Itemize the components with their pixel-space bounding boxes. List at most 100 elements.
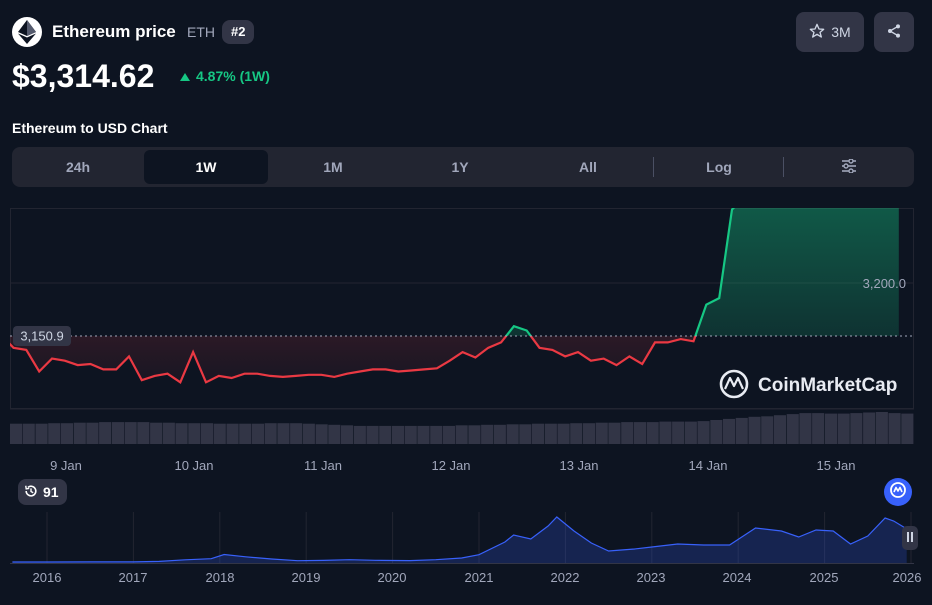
rank-badge: #2 [222, 20, 255, 44]
volume-bar [519, 424, 532, 444]
chart-settings-button[interactable] [786, 150, 912, 184]
grid-value-label: 3,200.0 [863, 276, 906, 291]
watchlist-count: 3M [831, 24, 851, 40]
volume-bar [583, 423, 596, 444]
history-icon [24, 484, 38, 501]
tab-divider [653, 157, 654, 177]
volume-bar [175, 423, 188, 444]
x-tick-label: 12 Jan [431, 458, 471, 473]
tab-1y[interactable]: 1Y [451, 159, 469, 175]
year-label: 2016 [32, 570, 62, 585]
coinmarketcap-watermark: CoinMarketCap [719, 369, 897, 399]
volume-bar [251, 423, 264, 444]
volume-bar [748, 416, 761, 444]
volume-bar [315, 424, 328, 444]
year-label: 2018 [205, 570, 235, 585]
volume-bar [392, 425, 405, 444]
coin-symbol: ETH [187, 24, 215, 40]
volume-bar [532, 423, 545, 444]
arrow-up-icon [180, 68, 190, 84]
year-label: 2025 [809, 570, 839, 585]
share-icon [886, 23, 902, 42]
volume-bar [417, 425, 430, 444]
volume-bar [277, 423, 290, 444]
timeframe-tabs: 24h 1W 1M 1Y All Log [12, 147, 914, 187]
volume-bar [73, 422, 86, 444]
volume-bar [111, 422, 124, 444]
navigator-handle[interactable] [902, 526, 918, 550]
current-price: $3,314.62 [12, 58, 155, 94]
volume-bar [723, 418, 736, 444]
volume-bar [621, 422, 634, 444]
volume-bar [659, 421, 672, 444]
price-chart[interactable]: 3,150.9 3,200.0 CoinMarketCap [10, 208, 914, 448]
volume-bar [608, 422, 621, 444]
volume-bar [493, 424, 506, 444]
volume-bar [442, 425, 455, 444]
volume-bar [213, 423, 226, 444]
tab-1m[interactable]: 1M [323, 159, 343, 175]
volume-bar [710, 420, 723, 444]
star-icon [809, 23, 825, 42]
volume-bar [773, 415, 786, 444]
volume-bar [124, 422, 137, 444]
x-tick-label: 14 Jan [688, 458, 728, 473]
price-change: 4.87% (1W) [180, 68, 270, 84]
watchlist-button[interactable]: 3M [796, 12, 864, 52]
volume-bar [633, 422, 646, 444]
cmc-logo-mark [723, 376, 745, 390]
range-navigator[interactable] [10, 512, 914, 564]
volume-bar [404, 425, 417, 444]
price-area-up [506, 208, 899, 336]
volume-bar [10, 423, 23, 444]
volume-bar [850, 413, 863, 444]
volume-bar [646, 422, 659, 444]
volume-bar [544, 423, 557, 444]
volume-bar [697, 421, 710, 444]
navigator-area [12, 517, 907, 563]
x-tick-label: 11 Jan [303, 458, 343, 473]
volume-bars [10, 412, 914, 444]
volume-bar [863, 412, 876, 444]
volume-bar [366, 425, 379, 444]
volume-bar [226, 423, 239, 444]
volume-bar [557, 423, 570, 444]
year-label: 2023 [636, 570, 666, 585]
year-label: 2020 [377, 570, 407, 585]
navigator-grid [46, 512, 912, 563]
year-label: 2026 [892, 570, 922, 585]
volume-bar [162, 422, 175, 444]
volume-bar [60, 423, 73, 444]
price-change-value: 4.87% (1W) [196, 68, 270, 84]
share-button[interactable] [874, 12, 914, 52]
volume-bar [201, 423, 214, 444]
volume-bar [888, 413, 901, 444]
history-button[interactable]: 91 [18, 479, 67, 505]
volume-bar [188, 423, 201, 444]
cmc-chat-button[interactable] [884, 478, 912, 506]
volume-bar [328, 424, 341, 444]
volume-bar [799, 413, 812, 444]
volume-bar [86, 422, 99, 444]
volume-bar [353, 425, 366, 444]
volume-bar [35, 423, 48, 444]
navigator-line [12, 516, 908, 563]
x-tick-label: 15 Jan [816, 458, 856, 473]
x-tick-label: 10 Jan [174, 458, 214, 473]
volume-bar [481, 424, 494, 444]
sliders-icon [841, 151, 857, 185]
tab-all[interactable]: All [579, 159, 597, 175]
volume-bar [302, 423, 315, 444]
pause-icon [907, 529, 913, 547]
volume-bar [468, 425, 481, 444]
x-tick-label: 9 Jan [50, 458, 82, 473]
volume-bar [341, 425, 354, 444]
page-title: Ethereum price [52, 22, 176, 41]
tab-1w[interactable]: 1W [144, 150, 268, 184]
chart-title: Ethereum to USD Chart [12, 120, 168, 136]
volume-bar [761, 416, 774, 444]
tab-24h[interactable]: 24h [65, 159, 91, 175]
volume-bar [430, 425, 443, 444]
volume-bar [379, 425, 392, 444]
tab-log[interactable]: Log [706, 159, 732, 175]
